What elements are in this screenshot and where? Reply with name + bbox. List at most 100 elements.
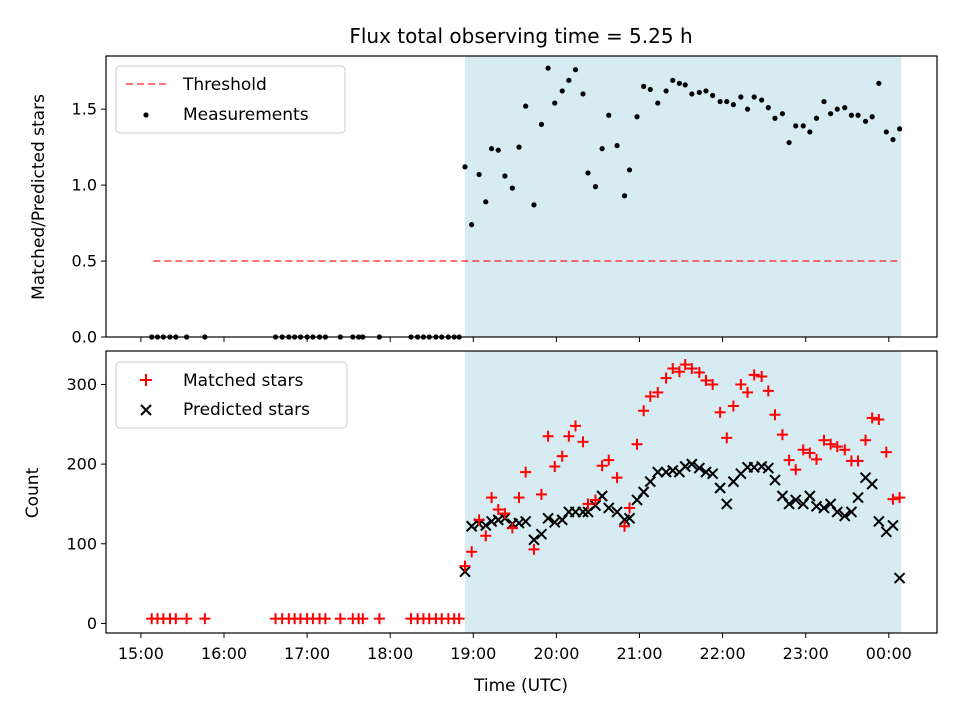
matched-point xyxy=(686,363,698,375)
matched-point xyxy=(825,438,837,450)
matched-point xyxy=(486,492,498,504)
matched-point xyxy=(783,454,795,466)
measurement-point xyxy=(730,102,737,108)
matched-point xyxy=(673,366,685,378)
measurement-point xyxy=(876,80,882,86)
predicted-point xyxy=(459,565,471,578)
predicted-point xyxy=(818,502,830,514)
measurement-point xyxy=(663,88,669,94)
matched-point xyxy=(727,400,739,412)
measurement-point xyxy=(538,121,545,127)
predicted-point xyxy=(686,458,698,470)
ratio-legend: Threshold Measurements xyxy=(115,65,346,134)
y-tick-label: 200 xyxy=(66,455,97,474)
matched-point xyxy=(596,460,608,472)
predicted-point xyxy=(637,486,650,498)
predicted-point xyxy=(679,460,691,473)
matched-point xyxy=(513,492,525,504)
matched-point xyxy=(679,359,691,371)
counts-y-ticks: 0 100 200 300 xyxy=(66,375,106,633)
matched-point xyxy=(334,613,346,625)
measurement-point xyxy=(495,147,501,153)
predicted-point xyxy=(535,528,548,540)
y-tick-label: 100 xyxy=(66,534,97,553)
matched-point xyxy=(582,498,594,510)
ratio-plot-frame xyxy=(105,55,938,338)
y-tick-label: 1.5 xyxy=(72,100,97,119)
predicted-point xyxy=(492,514,504,526)
y-tick-label: 0.0 xyxy=(72,328,97,347)
matched-point xyxy=(199,613,211,625)
measurement-point xyxy=(566,77,572,83)
matched-point xyxy=(776,429,788,441)
matched-point xyxy=(473,514,485,526)
measurement-point xyxy=(614,143,620,149)
predicted-point xyxy=(893,572,906,584)
predicted-point xyxy=(528,534,540,546)
measurement-point xyxy=(516,144,522,150)
predicted-point xyxy=(519,515,532,528)
ratio-panel: 0.0 0.5 1.0 1.5 Matched/Predicted stars Thr… xyxy=(29,55,938,347)
matched-point xyxy=(866,412,878,424)
matched-point xyxy=(542,430,554,442)
matched-point xyxy=(535,488,547,500)
matched-point xyxy=(170,613,182,625)
matched-point xyxy=(638,405,650,417)
ratio-legend-box xyxy=(115,65,346,134)
predicted-point xyxy=(644,475,657,488)
predicted-point xyxy=(755,460,768,473)
measurement-point xyxy=(834,106,840,112)
predicted-point xyxy=(603,502,615,514)
measurement-point xyxy=(821,98,827,105)
matched-point xyxy=(660,372,672,384)
legend-measurements-label: Measurements xyxy=(183,105,309,125)
predicted-point xyxy=(589,499,602,512)
observing-window-shade-bottom xyxy=(464,351,902,633)
measurement-point xyxy=(599,146,605,152)
predicted-point xyxy=(887,519,899,532)
x-tick-label: 20:00 xyxy=(533,644,579,663)
measurement-point xyxy=(670,77,676,83)
matched-point xyxy=(644,390,656,402)
y-tick-label: 0.5 xyxy=(72,252,97,271)
counts-plot-frame xyxy=(105,350,938,634)
measurement-point xyxy=(469,222,475,228)
measurement-point xyxy=(502,173,508,179)
observing-window-shade-top xyxy=(464,56,902,337)
measurement-point xyxy=(689,91,695,97)
measurement-point xyxy=(717,98,723,105)
matched-point xyxy=(756,370,768,382)
counts-legend-box xyxy=(115,361,348,429)
measurement-point xyxy=(647,86,653,93)
predicted-point xyxy=(660,466,672,478)
predicted-point xyxy=(480,519,492,532)
measurement-point xyxy=(800,123,806,129)
predicted-point xyxy=(852,491,864,504)
predicted-point xyxy=(706,467,719,480)
x-tick-label: 17:00 xyxy=(284,644,330,663)
matched-point xyxy=(549,461,561,473)
matched-point xyxy=(714,406,726,418)
measurement-point xyxy=(848,112,855,118)
matched-point xyxy=(520,466,532,478)
matched-point xyxy=(873,414,885,426)
measurement-point xyxy=(890,136,896,143)
predicted-point xyxy=(769,474,781,486)
measurement-point xyxy=(779,111,786,117)
measurement-point xyxy=(883,129,889,135)
measurement-point xyxy=(759,97,765,103)
matched-point xyxy=(319,613,331,625)
predicted-point xyxy=(465,520,478,532)
matched-point xyxy=(589,494,601,506)
measurement-point xyxy=(488,146,495,152)
matched-point xyxy=(506,522,518,534)
predicted-point xyxy=(839,510,851,522)
matched-point xyxy=(619,520,631,532)
matched-point xyxy=(839,444,851,456)
predicted-point xyxy=(804,490,816,502)
measurement-point xyxy=(807,129,813,135)
matched-point xyxy=(693,367,705,379)
measurement-point xyxy=(772,115,778,121)
predicted-point xyxy=(721,498,733,510)
predicted-point xyxy=(873,515,885,528)
